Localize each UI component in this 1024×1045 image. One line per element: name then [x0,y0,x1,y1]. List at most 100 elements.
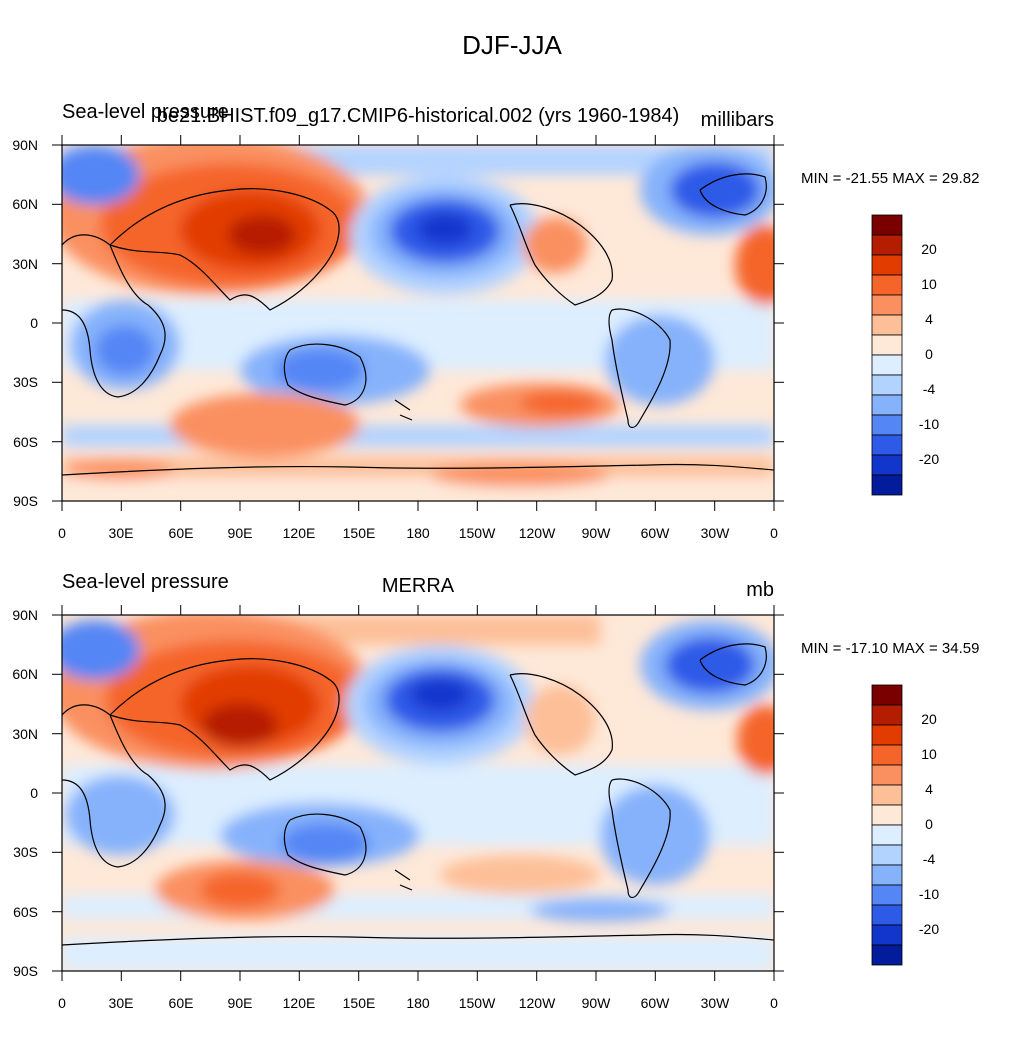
colorbar-label: -10 [918,416,940,432]
contour-field [62,145,774,501]
map-plot [52,605,903,981]
colorbar-label: 10 [921,746,937,762]
lon-label: 60E [168,525,194,541]
map-plot [52,135,903,511]
panel-units-label: mb [746,579,774,601]
lon-label: 0 [770,995,778,1011]
colorbar-swatch [871,234,903,256]
colorbar-swatch [871,804,903,826]
lon-label: 0 [770,525,778,541]
colorbar-swatch [871,294,903,316]
lon-label: 0 [58,525,66,541]
figure-title: DJF-JJA [462,30,562,60]
colorbar-swatch [871,394,903,416]
lon-label: 150E [342,525,376,541]
lon-label: 30E [108,995,134,1011]
colorbar [871,214,903,496]
lon-label: 120W [518,525,556,541]
lon-label: 120E [282,525,316,541]
colorbar-swatch [871,944,903,966]
lat-label: 90S [13,963,38,979]
colorbar-swatch [871,784,903,806]
lon-label: 120W [518,995,556,1011]
lon-label: 0 [58,995,66,1011]
colorbar-label: 20 [921,711,937,727]
lon-label: 150W [458,525,496,541]
lon-label: 30E [108,525,134,541]
lon-label: 90E [227,525,253,541]
lat-label: 30S [13,844,38,860]
lat-label: 0 [30,315,38,331]
colorbar-swatch [871,214,903,236]
colorbar-swatch [871,924,903,946]
lon-label: 120E [282,995,316,1011]
axis-ticks [52,605,784,981]
lon-label: 90W [581,525,611,541]
colorbar-swatch [871,864,903,886]
colorbar-swatch [871,824,903,846]
colorbar [871,684,903,966]
coastlines [62,643,774,946]
colorbar-swatch [871,724,903,746]
panel-variable-label: Sea-level pressure [62,101,229,123]
colorbar-label: -10 [918,886,940,902]
colorbar-swatch [871,904,903,926]
map-panel-obs: Sea-level pressure MERRA mb MIN = -17.10… [0,565,1024,1045]
colorbar-swatch [871,434,903,456]
colorbar-swatch [871,314,903,336]
colorbar-swatch [871,414,903,436]
lon-label: 30W [700,525,730,541]
colorbar-swatch [871,454,903,476]
lat-label: 90N [12,607,38,623]
lon-label: 180 [406,525,430,541]
lon-label: 150W [458,995,496,1011]
colorbar-swatch [871,744,903,766]
colorbar-label: -4 [922,851,936,867]
colorbar-swatch [871,354,903,376]
colorbar-label: 0 [925,346,933,362]
colorbar-label: 20 [921,241,937,257]
contour-field [62,615,774,971]
lat-label: 90N [12,137,38,153]
lat-label: 60S [13,434,38,450]
colorbar-label: -20 [918,921,940,937]
colorbar-swatch [871,334,903,356]
lat-label: 60N [12,666,38,682]
colorbar-swatch [871,884,903,906]
lat-label: 90S [13,493,38,509]
lat-label: 30N [12,726,38,742]
lon-label: 60E [168,995,194,1011]
lon-label: 60W [640,995,670,1011]
colorbar-label: -4 [922,381,936,397]
panel-minmax-label: MIN = -17.10 MAX = 34.59 [801,640,980,657]
colorbar-swatch [871,254,903,276]
colorbar-swatch [871,374,903,396]
map-panel-model: Sea-level pressure be21.BHIST.f09_g17.CM… [0,95,1024,575]
colorbar-label: 10 [921,276,937,292]
colorbar-swatch [871,274,903,296]
lon-label: 90W [581,995,611,1011]
colorbar-label: -20 [918,451,940,467]
colorbar-label: 4 [925,781,933,797]
colorbar-swatch [871,764,903,786]
colorbar-swatch [871,684,903,706]
colorbar-label: 0 [925,816,933,832]
panel-units-label: millibars [700,109,774,131]
panel-variable-label: Sea-level pressure [62,571,229,593]
panel-case-label: be21.BHIST.f09_g17.CMIP6-historical.002 … [156,105,680,127]
lat-label: 30N [12,256,38,272]
lon-label: 90E [227,995,253,1011]
panel-case-label: MERRA [381,575,455,597]
colorbar-label: 4 [925,311,933,327]
panel-minmax-label: MIN = -21.55 MAX = 29.82 [801,170,980,187]
colorbar-swatch [871,844,903,866]
axis-ticks [52,135,784,511]
lat-label: 60N [12,196,38,212]
colorbar-swatch [871,704,903,726]
lon-label: 180 [406,995,430,1011]
coastlines [62,173,774,476]
lon-label: 30W [700,995,730,1011]
lon-label: 150E [342,995,376,1011]
lon-label: 60W [640,525,670,541]
lat-label: 0 [30,785,38,801]
